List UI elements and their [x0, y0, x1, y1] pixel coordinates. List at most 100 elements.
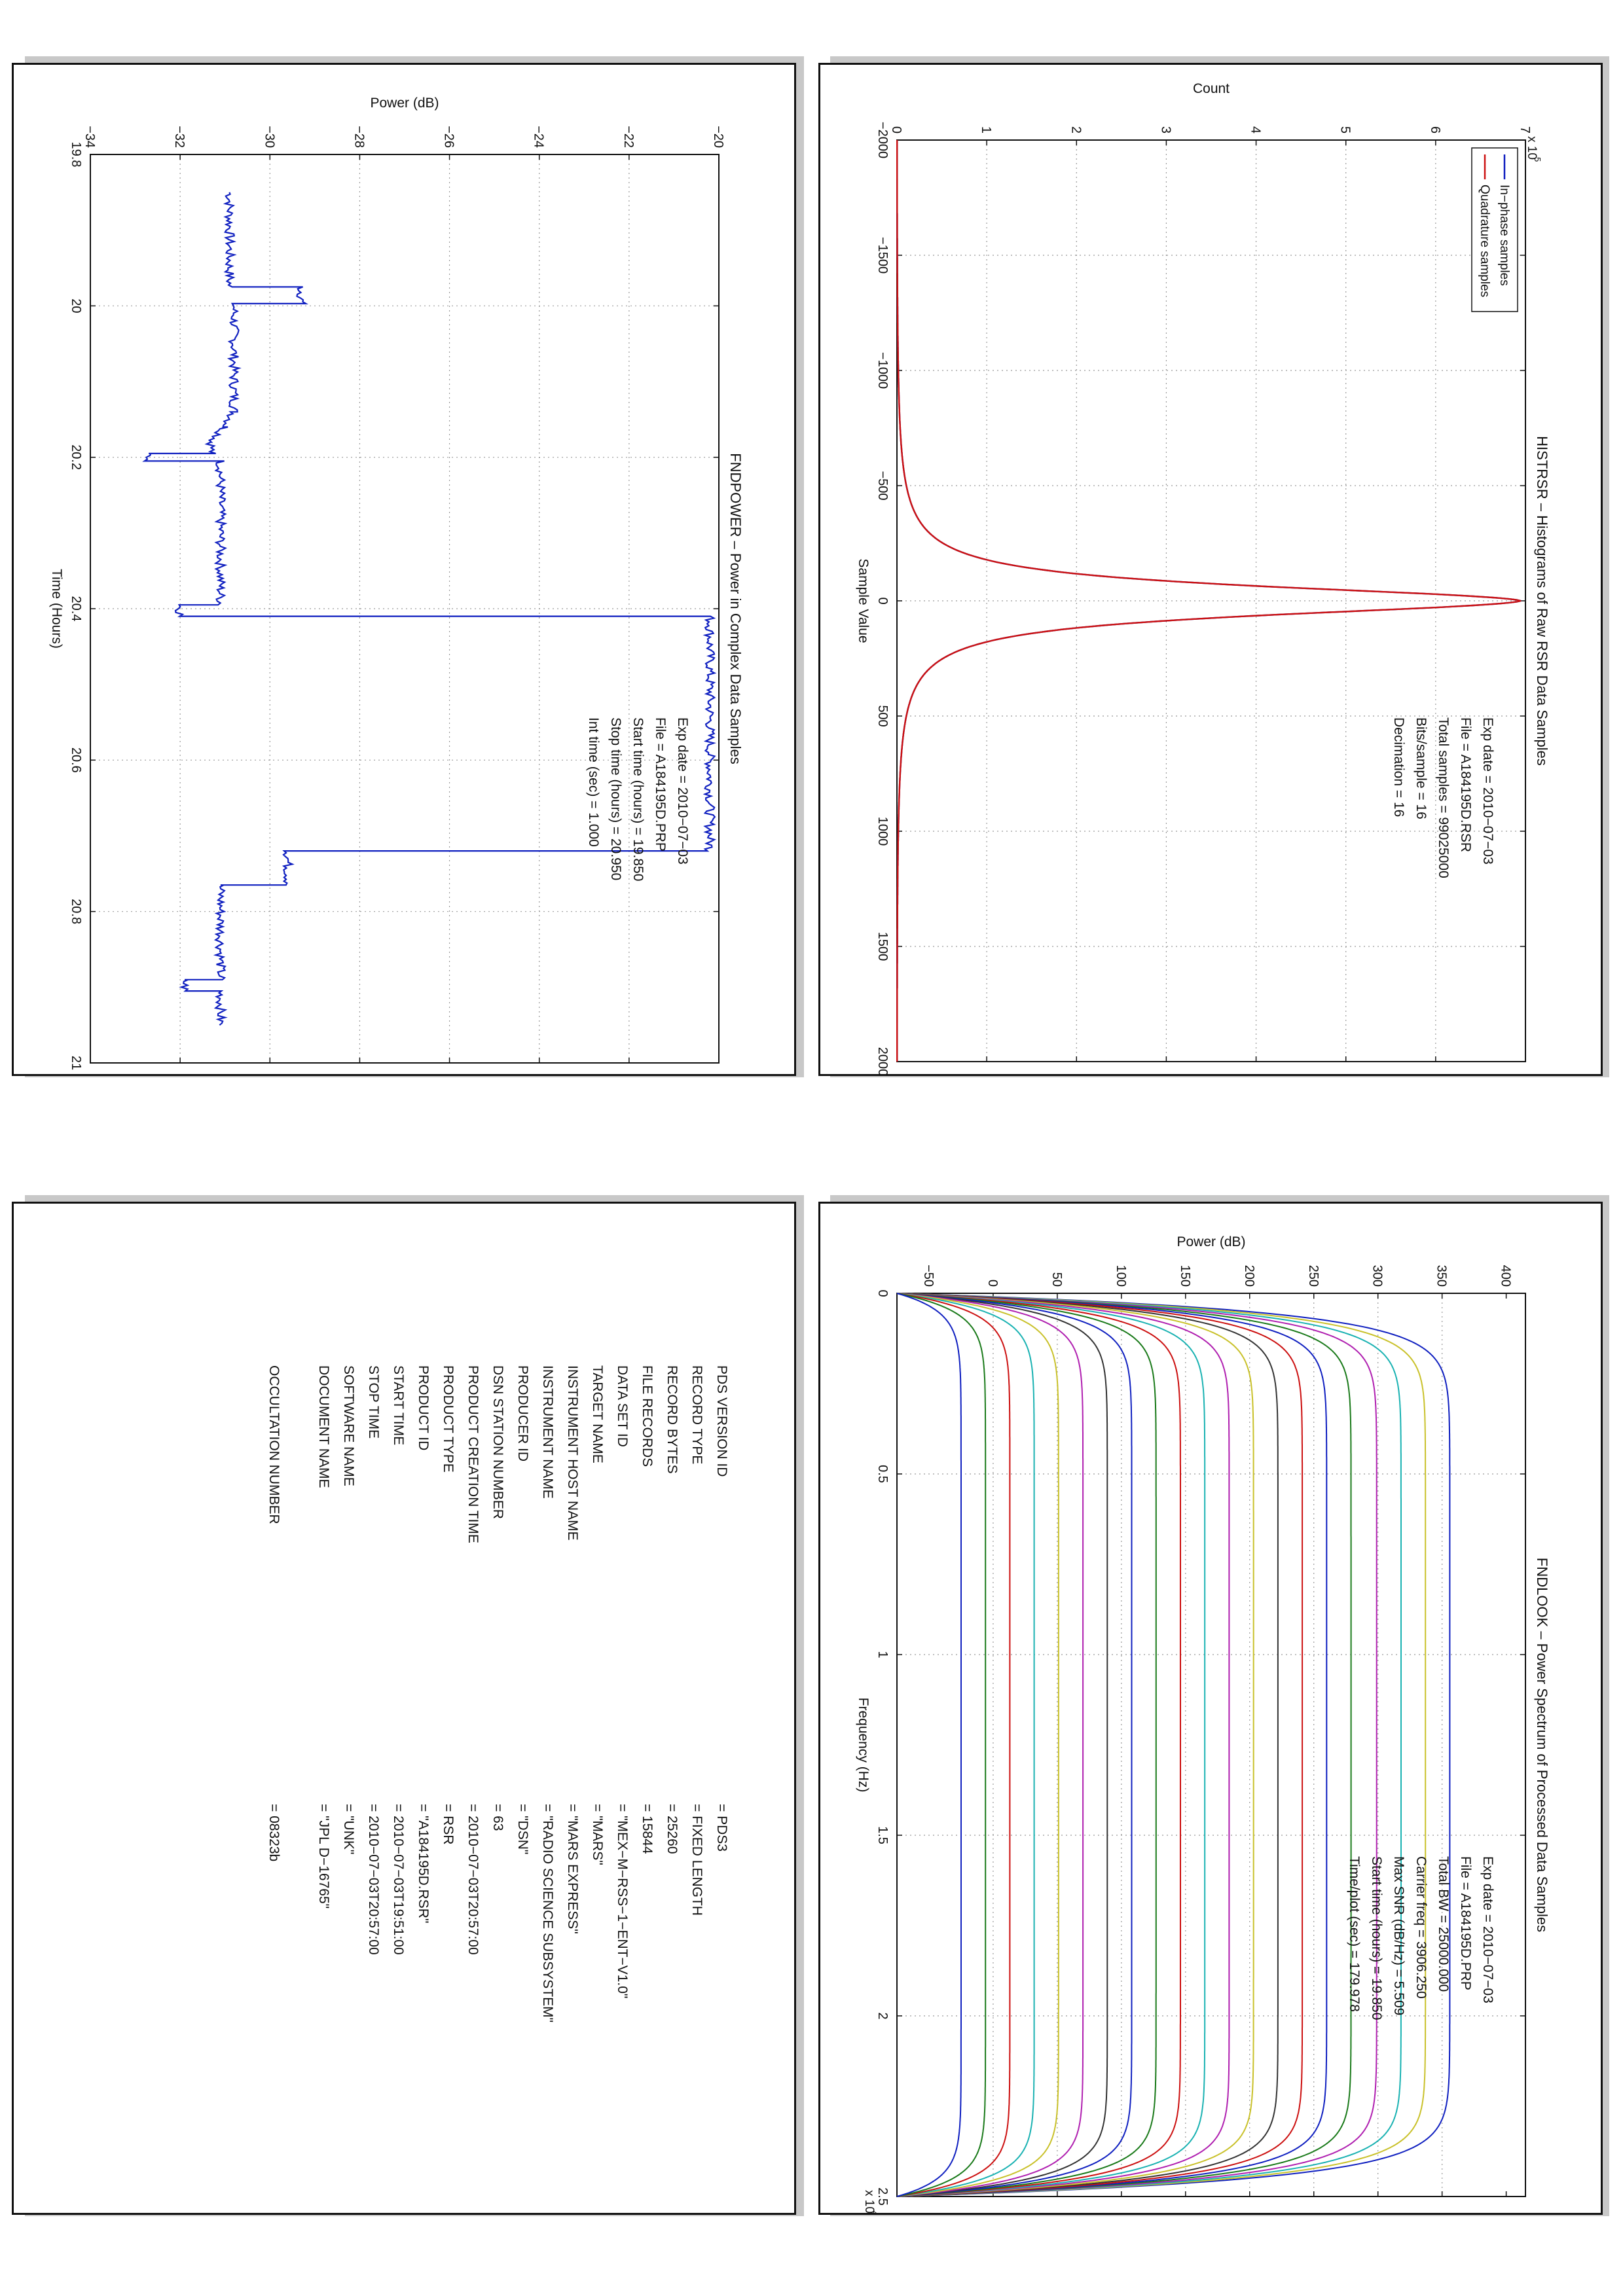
spectrum-series-line [896, 1293, 1133, 2197]
annotation-text: Time/plot (sec) = 179.978 [1347, 1856, 1362, 2012]
legend-label: Quadrature samples [1478, 185, 1491, 297]
x-tick-label: −1000 [875, 352, 890, 389]
y-axis-label: Power (dB) [370, 96, 439, 111]
y-tick-label: 50 [1049, 1272, 1064, 1287]
label-key: STOP TIME [366, 1365, 381, 1439]
y-tick-label: 3 [1158, 126, 1173, 134]
x-tick-label: −2000 [875, 122, 890, 158]
label-value: = 25260 [665, 1804, 680, 1854]
label-key: PRODUCT ID [416, 1365, 431, 1450]
y-tick-label: 300 [1370, 1265, 1385, 1287]
y-tick-label: −32 [172, 126, 187, 148]
annotation-text: Carrier freq = 3906.250 [1413, 1856, 1429, 1999]
spectrum-series-line [896, 1293, 1206, 2197]
panel-frame [12, 63, 796, 1076]
spectrum-series-line [896, 1293, 1059, 2197]
spectrum-series-line [896, 1293, 1279, 2197]
spectrum-series-line [896, 1293, 962, 2197]
y-tick-label: −28 [352, 126, 366, 148]
y-tick-label: 0 [985, 1280, 1000, 1287]
label-value: = 08323b [266, 1804, 282, 1861]
x-tick-label: 1.5 [875, 1826, 890, 1844]
x-tick-label: 19.8 [69, 142, 83, 168]
label-value: = 15844 [640, 1804, 655, 1854]
annotation-text: Total BW = 25000.000 [1436, 1856, 1451, 1992]
spectrum-series-line [896, 1293, 1084, 2197]
legend-label: In−phase samples [1497, 185, 1511, 286]
x-tick-label: 2.5 [875, 2187, 890, 2206]
y-tick-label: −34 [82, 126, 97, 148]
spectrum-series-line [896, 1293, 1011, 2197]
fndpower-rotated: 19.8 20 20.2 20.4 20.6 20.8 21 −34 −32 −30 −28 −26 −… [12, 63, 796, 1076]
power-series-line [142, 192, 717, 1026]
y-tick-label: −50 [921, 1265, 936, 1287]
label-key: PDS VERSION ID [714, 1365, 729, 1477]
label-key: START TIME [391, 1365, 406, 1445]
y-tick-label: 5 [1338, 126, 1353, 134]
x-tick-label: 500 [875, 705, 890, 726]
y-tick-label: 250 [1306, 1265, 1321, 1287]
x-tick-label: 0 [875, 1289, 890, 1297]
spectrum-series-line [896, 1293, 1035, 2197]
label-key: PRODUCER ID [515, 1365, 530, 1462]
x-tick-label: 1 [875, 1651, 890, 1658]
label-value: = "UNK" [341, 1804, 356, 1854]
label-key: PRODUCT CREATION TIME [465, 1365, 481, 1543]
y-tick-label: −26 [442, 126, 456, 148]
label-key: TARGET NAME [590, 1365, 605, 1463]
annotation-text: Total samples = 99025000 [1436, 717, 1451, 878]
annotation-text: File = A184195D.PRP [1458, 1856, 1473, 1990]
annotation-text: Max SNR (dB/Hz) = 5.509 [1391, 1856, 1406, 2015]
x-tick-label: 20.2 [69, 444, 83, 470]
label-value: = "JPL D−16765" [316, 1804, 331, 1909]
label-key: SOFTWARE NAME [341, 1365, 356, 1486]
x-tick-label: −500 [875, 471, 890, 500]
y-tick-label: 1 [979, 126, 993, 134]
annotation-text: Int time (sec) = 1.000 [586, 717, 601, 847]
y-axis-label: Count [1193, 81, 1230, 96]
y-tick-label: −30 [262, 126, 276, 148]
label-value: = "RADIO SCIENCE SUBSYSTEM" [540, 1804, 555, 2022]
x-tick-label: 20.4 [69, 596, 83, 622]
label-key: DATA SET ID [615, 1365, 630, 1447]
annotation-text: File = A184195D.RSR [1458, 717, 1473, 852]
plot-area [90, 154, 720, 1064]
spectrum-series-line [896, 1293, 1304, 2197]
y-tick-label: −24 [532, 126, 546, 148]
histogram-series-line [896, 140, 1522, 1062]
y-tick-label: 0 [889, 126, 903, 134]
spectrum-series-line [896, 1293, 987, 2197]
x-axis-label: Sample Value [856, 558, 871, 643]
label-rotated: PDS VERSION ID = PDS3 RECORD TYPE = FIXED L… [12, 1202, 796, 2215]
label-key: DSN STATION NUMBER [490, 1365, 505, 1519]
spectrum-series-line [896, 1293, 1328, 2197]
histrsr-chart: −2000 −1500 −1000 −500 0 500 1000 1500 2000 0 1 2 3 4… [856, 81, 1550, 1076]
x-tick-label: 20 [69, 298, 83, 313]
chart-title: FNDLOOK – Power Spectrum of Processed Da… [1534, 1558, 1550, 1932]
label-key: FILE RECORDS [640, 1365, 655, 1467]
annotation-text: Start time (hours) = 19.850 [630, 717, 646, 881]
spectrum-series-line [896, 1293, 1352, 2197]
x-tick-label: 20.6 [69, 747, 83, 773]
label-key: INSTRUMENT HOST NAME [565, 1365, 580, 1541]
annotation-text: Exp date = 2010−07−03 [675, 717, 690, 865]
label-value: = PDS3 [714, 1804, 729, 1852]
annotation-text: Exp date = 2010−07−03 [1480, 1856, 1495, 2003]
annotation-text: Bits/sample = 16 [1413, 717, 1429, 819]
x-tick-label: 0 [875, 597, 890, 604]
x-multiplier-exponent: 4 [870, 2211, 880, 2215]
plot-area [896, 1293, 1526, 2197]
spectrum-series-line [896, 1293, 1181, 2197]
y-tick-label: 400 [1499, 1265, 1513, 1287]
fndlook-rotated: 0 0.5 1 1.5 2 2.5 −50 0 50 100 150 200 250 300 350 400 F… [818, 1202, 1603, 2215]
annotation-text: Start time (hours) = 19.850 [1369, 1856, 1384, 2020]
y-tick-label: −20 [711, 126, 725, 148]
x-axis-label: Time (Hours) [49, 569, 64, 649]
fndlook-chart: 0 0.5 1 1.5 2 2.5 −50 0 50 100 150 200 250 300 350 400 F… [856, 1234, 1550, 2215]
panel-frame [818, 1202, 1603, 2215]
legend-box [1471, 147, 1518, 312]
x-tick-label: 1000 [875, 817, 890, 846]
label-value: = "DSN" [515, 1804, 530, 1854]
legend: In−phase samples Quadrature samples [1471, 147, 1518, 312]
label-value: = "MARS" [590, 1804, 605, 1865]
